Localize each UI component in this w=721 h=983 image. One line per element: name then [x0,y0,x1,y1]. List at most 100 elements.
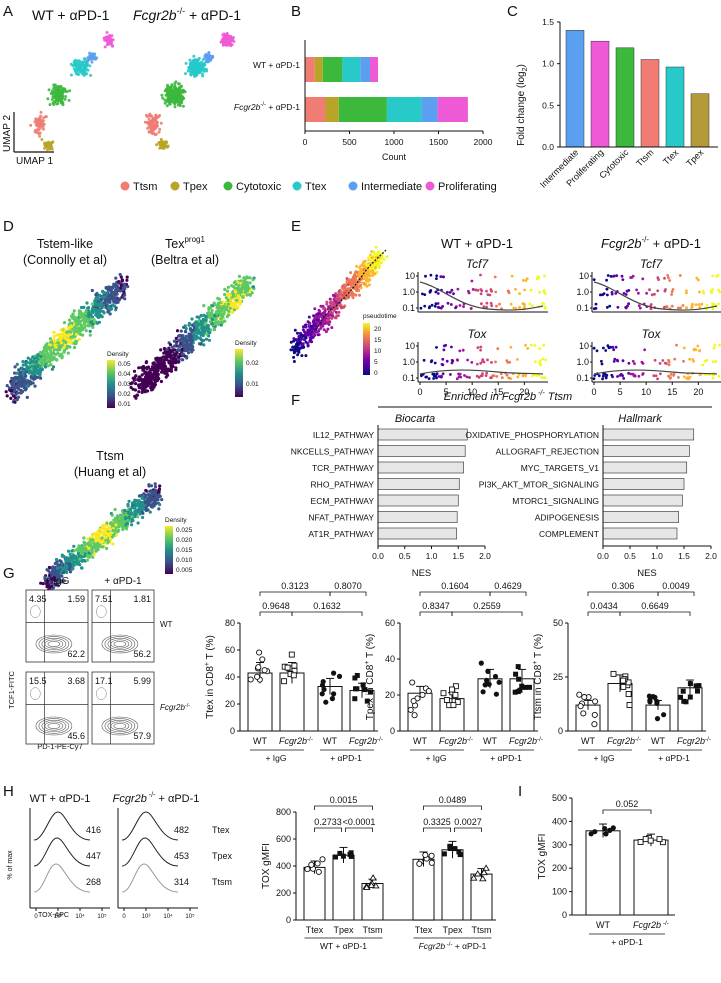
umap-cell [86,68,90,72]
density-cell [70,316,74,320]
e-y-tick-label: 10 [579,271,589,281]
density-cell [245,293,249,297]
e-expression-point [622,292,626,295]
e-expression-point [534,360,537,364]
e-expression-point [470,361,474,364]
density-cell [66,326,70,330]
density-cell [38,350,43,354]
e-expression-point [670,293,673,296]
density-cell [49,363,53,367]
density-cell [52,338,56,342]
panel-label-i: I [518,783,523,800]
umap-cell [164,93,168,97]
pseudotime-cell [342,305,346,309]
density-cell [160,369,164,373]
density-cell [15,398,19,402]
density-cell [147,376,151,380]
e-expression-point [538,290,541,294]
e-y-tick-label: 10 [579,341,589,351]
e-expression-point [423,293,427,296]
e-expression-point [606,293,609,297]
density-cell [194,330,198,334]
e-expression-point [663,276,666,280]
density-cell [102,311,106,315]
density-cell [138,494,142,498]
umap-cell [82,57,86,61]
e-expression-point [441,363,445,367]
density-cell [152,385,156,389]
e-expression-point [718,343,721,347]
density-cell [202,343,206,347]
density-cell [55,333,59,337]
density-cell [39,376,43,380]
legend-marker-ttsm [120,181,130,191]
e-expression-point [653,292,656,296]
f-category-label: ADIPOGENESIS [535,513,600,523]
density-cell [43,364,48,369]
density-cell [116,287,120,291]
c-y-tick-label: 0.5 [542,100,554,110]
pseudotime-cell [365,271,369,274]
b-cat-wt: WT + αPD-1 [253,60,300,70]
density-cell [233,302,238,306]
panel-label-d: D [3,218,14,235]
density-cell [165,347,169,351]
density-cell [121,527,125,532]
e-expression-point [624,293,628,296]
density-cell [64,340,68,344]
density-cell [144,361,148,365]
umap-cell [163,98,167,102]
e-expression-point [711,302,714,306]
density-cell [130,523,134,527]
density-cell [214,317,218,321]
umap-cell [184,72,187,76]
density-cell [144,488,148,493]
e-expression-point [701,363,704,367]
umap-cell [198,66,202,70]
e-expression-point [605,306,609,309]
density-cell [199,342,203,346]
e-expression-point [452,292,455,296]
f-bar [602,478,685,490]
e-expression-point [474,288,478,292]
e-expression-point [540,376,544,379]
density-cell [21,360,25,364]
density-cell [74,560,78,564]
density-cell [62,346,66,350]
umap-cell [60,93,64,96]
e-expression-point [629,372,633,376]
density-cell [12,378,16,382]
density-cell [101,289,105,293]
e-expression-point [659,372,662,376]
density-cell [158,503,162,507]
density-cell [230,301,234,305]
e-expression-point [531,374,534,378]
density-cell [141,503,145,507]
density-cell [52,576,56,580]
f-category-label: ECM_PATHWAY [311,496,375,506]
e-expression-point [450,361,454,365]
umap-cell [146,121,150,125]
umap-cell [56,102,60,105]
density-cell [88,333,92,337]
umap-cell [160,93,164,97]
umap-title-ko-sup: -/- [177,6,186,16]
e-expression-point [657,278,660,281]
c-bar-intermediate [565,30,585,148]
umap-cell [39,114,43,118]
density-cell [217,297,221,301]
e-expression-point [485,301,489,305]
e-expression-point [543,376,547,380]
density-cell [191,332,195,336]
e-y-tick-label: 0.1 [576,303,589,313]
density-cell [108,312,112,316]
c-x-tick-label: Tpex [684,147,706,169]
e-expression-point [450,345,453,349]
density-cell [233,290,238,294]
umap-cell [155,120,159,124]
e-expression-point [446,301,450,305]
f-x-label: NES [412,568,432,579]
density-cell [65,570,69,575]
umap-cell [220,38,224,42]
e-expression-point [490,361,493,364]
